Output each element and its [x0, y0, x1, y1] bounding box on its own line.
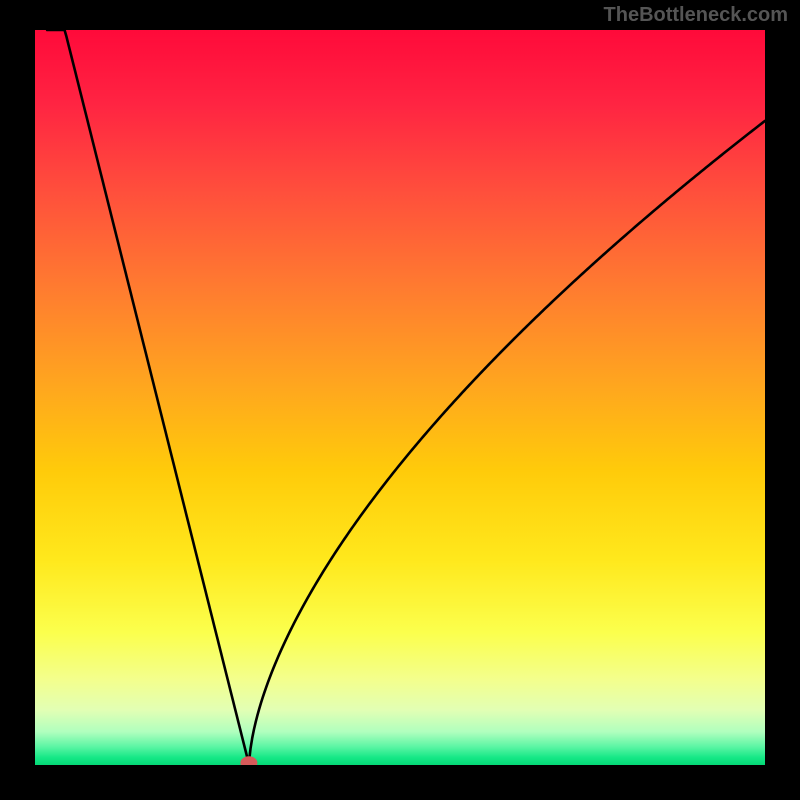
chart-svg [0, 0, 800, 800]
chart-container: TheBottleneck.com [0, 0, 800, 800]
watermark-text: TheBottleneck.com [604, 4, 788, 27]
